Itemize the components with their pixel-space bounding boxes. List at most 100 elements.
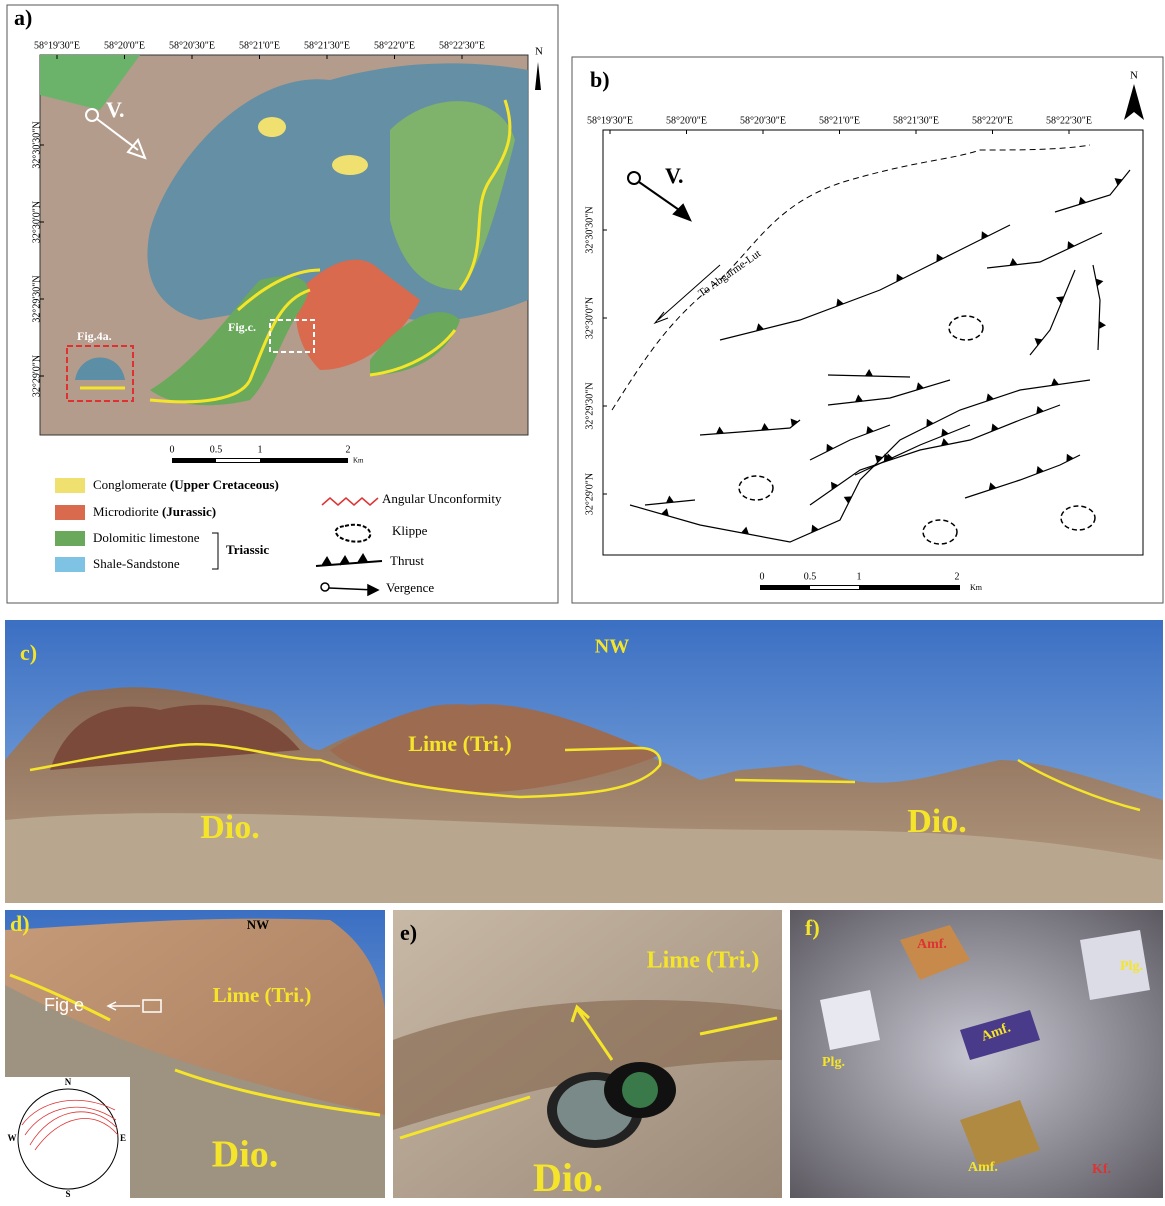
- legend-text: Klippe: [392, 523, 428, 538]
- unit-label: Dio.: [200, 809, 260, 846]
- panel-label: f): [805, 915, 820, 940]
- lon-tick-label: 58°22'30"E: [439, 40, 485, 51]
- stereonet-label: E: [120, 1133, 126, 1143]
- legend-swatch: [55, 505, 85, 520]
- north-label: N: [1130, 70, 1138, 82]
- stereonet-label: N: [65, 1077, 72, 1087]
- thrust-tooth: [941, 438, 949, 446]
- thrust-tooth: [666, 495, 674, 503]
- stereonet-label: W: [8, 1133, 17, 1143]
- thrust-line: [9, 973, 381, 1117]
- north-label: N: [535, 46, 543, 58]
- inset-box: [66, 345, 134, 402]
- scale-label: 1: [258, 444, 263, 455]
- thrust-tooth: [811, 524, 819, 533]
- vergence-symbol: [96, 118, 147, 160]
- lon-tick-label: 58°20'30"E: [169, 40, 215, 51]
- scale-label: 0: [170, 444, 175, 455]
- scale-bar: [760, 585, 960, 590]
- lon-tick-label: 58°19'30"E: [34, 40, 80, 51]
- lon-tick-label: 58°22'0"E: [374, 40, 415, 51]
- amphibole-crystal: [960, 1010, 1040, 1060]
- map-label: V.: [106, 97, 125, 122]
- thrust-line: [1092, 264, 1101, 351]
- thrust-tooth: [1066, 453, 1074, 462]
- lon-tick-label: 58°20'30"E: [740, 115, 786, 126]
- great-circles: [21, 1099, 119, 1151]
- plagioclase-crystal: [1080, 930, 1150, 1000]
- unit-label: Dio.: [212, 1134, 279, 1176]
- legend-text: Thrust: [390, 553, 424, 568]
- thrust-tooth: [661, 508, 669, 517]
- thrust-line: [399, 1016, 778, 1140]
- thrust-tooth: [941, 428, 949, 437]
- bracket: [212, 532, 219, 570]
- inset-box: [142, 999, 162, 1013]
- shale-unit: [75, 357, 125, 380]
- north-arrow: [1124, 84, 1144, 120]
- legend-symbol: [328, 583, 380, 597]
- legend-text: Angular Unconformity: [382, 491, 502, 506]
- lon-tick-label: 58°21'30"E: [304, 40, 350, 51]
- scale-unit: Km: [970, 583, 983, 592]
- thrust-line: [458, 99, 512, 291]
- vergence-symbol: [85, 108, 99, 122]
- legend-text: Microdiorite (Jurassic): [93, 504, 216, 519]
- lon-tick-label: 58°20'0"E: [666, 115, 707, 126]
- scale-unit: Km: [353, 457, 364, 465]
- thrust-tooth: [761, 423, 769, 431]
- thrust-tooth: [716, 426, 724, 434]
- klippes: [738, 315, 1096, 545]
- scale-label: 1: [857, 571, 862, 582]
- legend-symbol: [321, 497, 379, 506]
- lat-tick-label: 32°30'0"N: [584, 297, 595, 339]
- thrust-tooth: [1078, 196, 1087, 205]
- thrusts: [629, 169, 1131, 543]
- thrust-tooth: [1056, 296, 1065, 304]
- scale-label: 0.5: [210, 444, 223, 455]
- map-frame: [602, 129, 1144, 556]
- scale-label: 0.5: [804, 571, 817, 582]
- thrust-line: [809, 424, 891, 461]
- unit-label: Dio.: [533, 1155, 603, 1200]
- klippe: [1060, 505, 1096, 531]
- lat-tick-label: 32°29'30"N: [31, 275, 42, 322]
- thrust-tooth: [916, 382, 924, 391]
- legend-text: Dolomitic limestone: [93, 530, 200, 545]
- dolomite-unit: [40, 55, 140, 110]
- thrust-line: [236, 268, 321, 312]
- thrust-tooth: [988, 482, 997, 491]
- direction-label: NW: [595, 636, 629, 658]
- arrow: [106, 1001, 140, 1011]
- lat-tick-label: 32°29'0"N: [584, 473, 595, 515]
- legend-text: Shale-Sandstone: [93, 556, 180, 571]
- vergence-symbol: [627, 171, 641, 185]
- lon-tick-label: 58°21'30"E: [893, 115, 939, 126]
- scale-label: 2: [346, 444, 351, 455]
- road-arrow: [653, 264, 721, 325]
- thrust-tooth: [1036, 405, 1044, 414]
- panel-label: c): [20, 640, 37, 665]
- unit-label: Lime (Tri.): [213, 983, 312, 1007]
- vergence-symbol: [638, 181, 692, 222]
- unit-label: Dio.: [907, 803, 967, 840]
- klippe: [922, 519, 958, 545]
- mineral-label: Kf.: [1092, 1162, 1111, 1177]
- panel-label: e): [400, 920, 417, 945]
- panel-label: a): [14, 5, 32, 30]
- thrust-tooth: [756, 323, 764, 331]
- lon-tick-label: 58°19'30"E: [587, 115, 633, 126]
- thrust-tooth: [875, 455, 883, 463]
- thrust-tooth: [986, 393, 994, 402]
- thrust-tooth: [926, 418, 934, 427]
- thrust-tooth: [843, 496, 852, 504]
- thrust-tooth: [1051, 378, 1059, 386]
- scale-label: 0: [760, 571, 765, 582]
- thrust-tooth: [1067, 241, 1075, 250]
- thrust-tooth: [866, 425, 874, 434]
- plagioclase-crystal: [820, 990, 880, 1050]
- panel-label: d): [10, 911, 30, 936]
- dolomite-unit: [390, 101, 515, 290]
- lon-tick-label: 58°20'0"E: [104, 40, 145, 51]
